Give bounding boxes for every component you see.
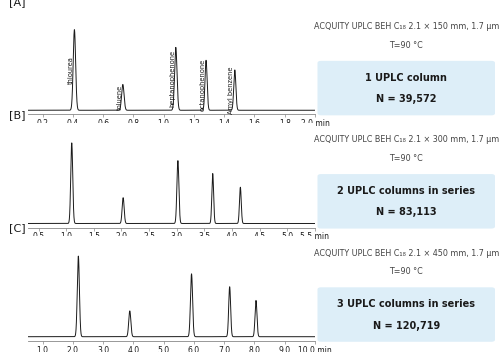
Text: ACQUITY UPLC BEH C₁₈ 2.1 × 150 mm, 1.7 μm: ACQUITY UPLC BEH C₁₈ 2.1 × 150 mm, 1.7 μ…	[314, 22, 499, 31]
Text: T=90 °C: T=90 °C	[390, 154, 423, 163]
FancyBboxPatch shape	[318, 287, 495, 342]
Text: N = 83,113: N = 83,113	[376, 207, 436, 218]
Text: N = 120,719: N = 120,719	[372, 321, 440, 331]
Text: T=90 °C: T=90 °C	[390, 41, 423, 50]
FancyBboxPatch shape	[318, 61, 495, 115]
Text: Amyl benzene: Amyl benzene	[228, 67, 234, 114]
Text: 3 UPLC columns in series: 3 UPLC columns in series	[337, 300, 475, 309]
Text: octanophenone: octanophenone	[200, 59, 205, 111]
FancyBboxPatch shape	[318, 174, 495, 228]
Text: [A]: [A]	[9, 0, 26, 7]
Text: 1 UPLC column: 1 UPLC column	[366, 73, 447, 83]
Text: T=90 °C: T=90 °C	[390, 268, 423, 276]
Text: heptanophenone: heptanophenone	[170, 50, 175, 107]
Text: [B]: [B]	[9, 110, 26, 120]
Text: N = 39,572: N = 39,572	[376, 94, 436, 104]
Text: thiourea: thiourea	[68, 56, 74, 84]
Text: toluene: toluene	[116, 85, 122, 110]
Text: ACQUITY UPLC BEH C₁₈ 2.1 × 450 mm, 1.7 μm: ACQUITY UPLC BEH C₁₈ 2.1 × 450 mm, 1.7 μ…	[314, 249, 499, 258]
Text: [C]: [C]	[9, 224, 26, 233]
Text: ACQUITY UPLC BEH C₁₈ 2.1 × 300 mm, 1.7 μm: ACQUITY UPLC BEH C₁₈ 2.1 × 300 mm, 1.7 μ…	[314, 135, 499, 144]
Text: 2 UPLC columns in series: 2 UPLC columns in series	[337, 186, 475, 196]
